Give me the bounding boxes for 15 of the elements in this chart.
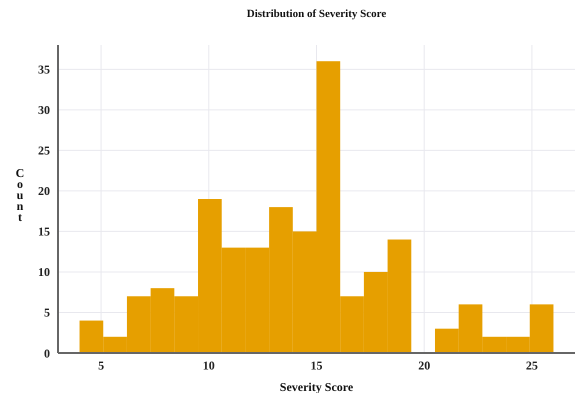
y-tick-label: 5: [44, 306, 50, 320]
x-tick-label: 10: [202, 358, 215, 373]
x-tick-label: 5: [98, 358, 104, 373]
y-tick-label: 25: [38, 144, 50, 158]
x-tick-label: 15: [310, 358, 322, 373]
y-tick-label: 30: [38, 103, 50, 118]
x-tick-label: 25: [526, 358, 538, 373]
y-tick-label: 0: [44, 346, 50, 360]
y-tick-label: 35: [38, 62, 50, 77]
y-tick-label: 20: [38, 184, 50, 198]
y-tick-label: 10: [38, 265, 50, 280]
y-axis-title: Count: [14, 166, 26, 224]
x-tick-label: 20: [418, 358, 430, 373]
chart-title: Distribution of Severity Score: [246, 8, 388, 20]
y-tick-label: 15: [38, 224, 50, 239]
